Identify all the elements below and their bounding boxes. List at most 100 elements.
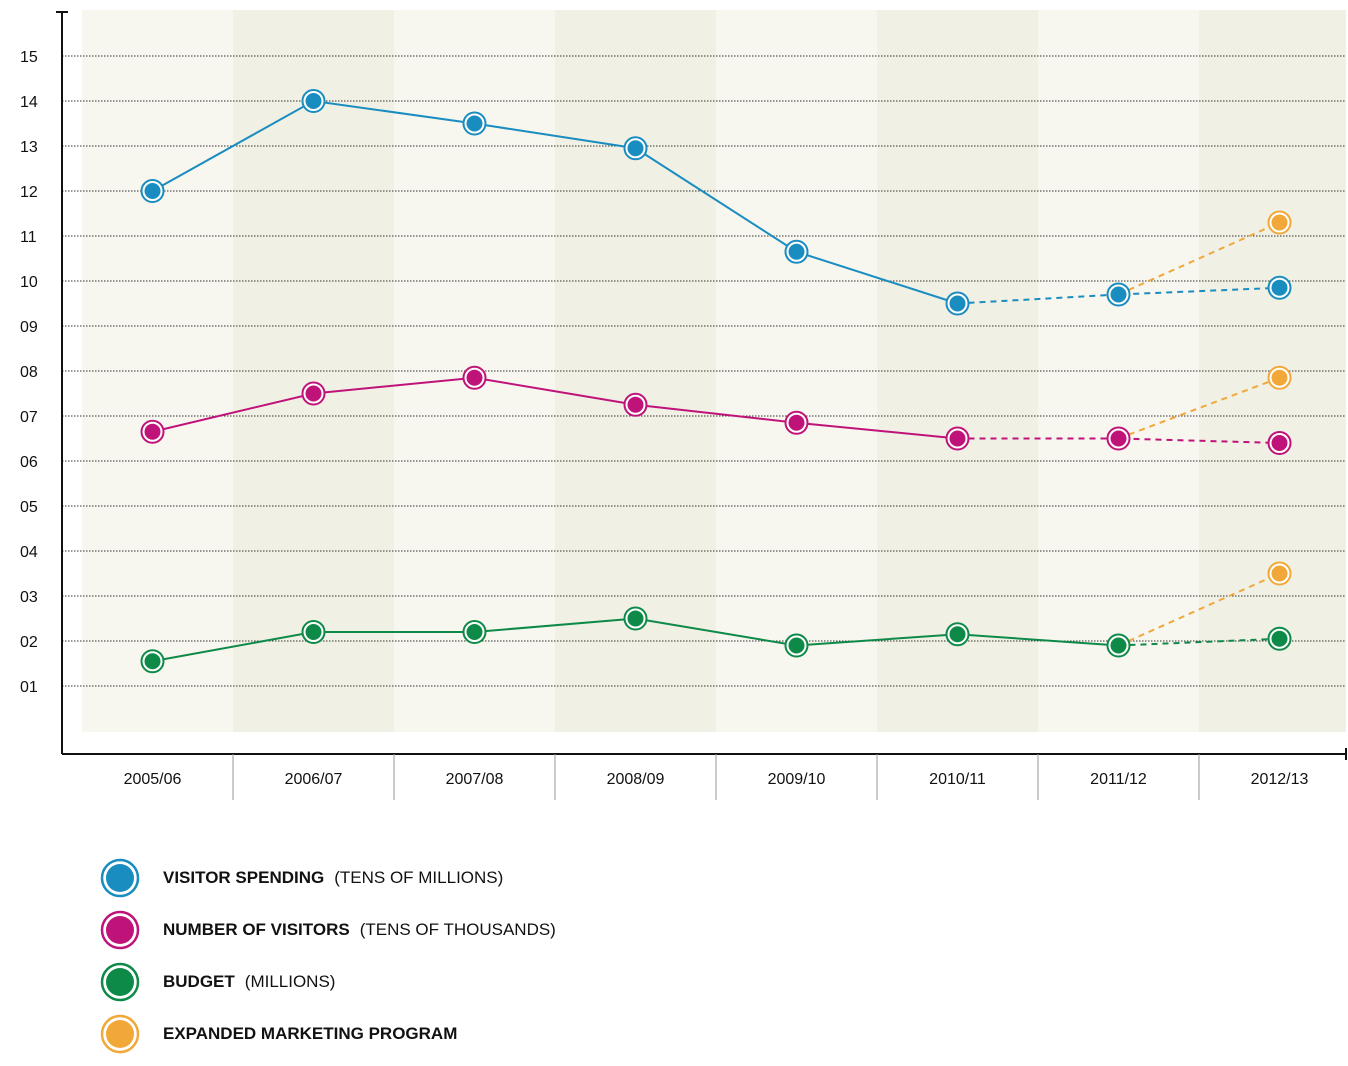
y-tick-label: 02 <box>20 634 38 651</box>
point-fill <box>788 637 805 654</box>
data-point <box>945 291 970 316</box>
point-fill <box>144 423 161 440</box>
legend-marker-budget <box>100 962 140 1002</box>
x-tick-label: 2011/12 <box>1090 771 1147 788</box>
data-point <box>945 622 970 647</box>
y-tick-label: 07 <box>20 409 38 426</box>
x-tick-label: 2005/06 <box>124 771 182 788</box>
legend-label: NUMBER OF VISITORS <box>163 920 350 939</box>
y-tick-label: 04 <box>20 544 38 561</box>
data-point <box>1106 282 1131 307</box>
data-point <box>1106 426 1131 451</box>
data-point <box>140 179 165 203</box>
y-tick-label: 01 <box>20 679 38 696</box>
point-fill <box>1271 630 1288 647</box>
legend-label: EXPANDED MARKETING PROGRAM <box>163 1024 458 1043</box>
point-fill <box>1110 637 1127 654</box>
data-point <box>462 620 487 644</box>
y-tick-label: 13 <box>20 139 38 156</box>
point-fill <box>466 624 483 640</box>
series-line-projected <box>957 286 1280 305</box>
x-axis-ticks: 2005/06 2006/07 2007/08 2008/09 2009/10 2010/… <box>124 754 1309 800</box>
series-line-projected <box>1118 637 1280 647</box>
data-point <box>140 649 165 674</box>
point-fill <box>1271 565 1288 582</box>
data-point <box>1267 431 1292 455</box>
expanded-program-line <box>1118 376 1280 440</box>
data-point <box>140 419 165 444</box>
x-tick-label: 2010/11 <box>929 771 986 788</box>
y-tick-label: 08 <box>20 364 38 381</box>
point-fill <box>305 385 322 402</box>
y-tick-label: 03 <box>20 589 38 606</box>
series-line <box>152 376 958 440</box>
data-point <box>784 410 809 435</box>
y-axis-ticks: 01 02 03 04 05 06 07 08 09 10 11 12 13 14 15 <box>20 49 38 696</box>
axes <box>56 11 1347 760</box>
series-line <box>152 99 958 305</box>
data-point <box>784 239 809 264</box>
data-point <box>462 111 487 136</box>
point-fill <box>305 93 322 109</box>
data-point <box>301 620 326 644</box>
expanded-program-line <box>1118 572 1280 647</box>
y-tick-label: 09 <box>20 319 38 336</box>
point-fill <box>949 626 966 643</box>
data-point <box>623 136 648 161</box>
legend-label: VISITOR SPENDING <box>163 868 325 887</box>
point-fill <box>788 414 805 431</box>
y-tick-label: 10 <box>20 274 38 291</box>
series-line-projected <box>957 437 1280 444</box>
y-tick-label: 11 <box>20 229 37 246</box>
x-tick-label: 2007/08 <box>446 771 504 788</box>
data-point <box>784 633 809 658</box>
x-tick-label: 2008/09 <box>607 771 665 788</box>
expanded-program-line <box>1118 221 1280 296</box>
point-fill <box>949 430 966 447</box>
legend-marker-number-of-visitors <box>100 910 140 950</box>
data-point <box>301 381 326 406</box>
y-tick-label: 12 <box>20 184 38 201</box>
point-fill <box>949 295 966 312</box>
point-fill <box>1271 279 1288 296</box>
plot-band <box>716 10 877 732</box>
legend-label: BUDGET <box>163 972 235 991</box>
gridlines <box>62 55 1346 687</box>
legend-marker-expanded-marketing-program <box>100 1014 140 1054</box>
expanded-program-point <box>1267 365 1292 390</box>
data-point <box>1106 633 1131 658</box>
point-fill <box>466 369 483 386</box>
series-points <box>140 89 1292 674</box>
point-fill <box>1271 435 1288 451</box>
legend-unit: (MILLIONS) <box>244 972 336 991</box>
y-tick-label: 06 <box>20 454 38 471</box>
point-fill <box>627 396 644 413</box>
data-point <box>1267 626 1292 651</box>
data-point <box>462 365 487 390</box>
y-tick-label: 05 <box>20 499 38 516</box>
point-fill <box>466 115 483 132</box>
point-fill <box>1110 430 1127 447</box>
point-fill <box>144 653 161 670</box>
x-tick-label: 2009/10 <box>768 771 826 788</box>
point-fill <box>144 183 161 199</box>
point-fill <box>627 140 644 157</box>
point-fill <box>627 610 644 627</box>
expanded-program-point <box>1267 561 1292 586</box>
point-fill <box>1271 369 1288 386</box>
legend-unit: (TENS OF THOUSANDS) <box>359 920 556 939</box>
legend-marker-visitor-spending <box>100 858 140 898</box>
x-tick-label: 2006/07 <box>285 771 343 788</box>
y-tick-label: 14 <box>20 94 38 111</box>
expanded-program-point <box>1267 210 1292 235</box>
point-fill <box>788 243 805 260</box>
data-point <box>623 392 648 417</box>
data-point <box>945 426 970 451</box>
point-fill <box>305 624 322 640</box>
legend-unit: (TENS OF MILLIONS) <box>334 868 504 887</box>
point-fill <box>1271 214 1288 231</box>
data-point <box>623 606 648 631</box>
y-tick-label: 15 <box>20 49 38 66</box>
data-point <box>301 89 326 113</box>
